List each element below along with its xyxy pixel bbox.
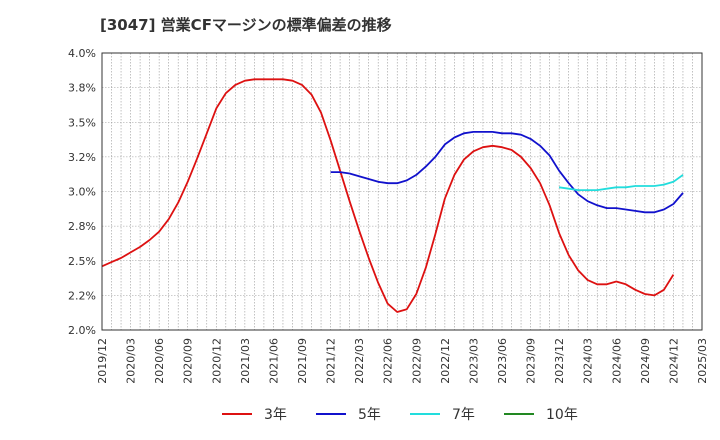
x-tick-label: 2021/12 [325,338,338,384]
y-tick-label: 3.8% [68,82,96,95]
x-tick-label: 2022/06 [382,338,395,384]
x-tick-label: 2024/09 [639,338,652,384]
x-tick-label: 2019/12 [96,338,109,384]
x-tick-label: 2022/09 [410,338,423,384]
y-tick-label: 2.8% [68,220,96,233]
x-tick-label: 2021/03 [239,338,252,384]
x-tick-label: 2022/03 [353,338,366,384]
x-tick-label: 2023/12 [553,338,566,384]
x-tick-label: 2024/06 [610,338,623,384]
x-tick-label: 2022/12 [439,338,452,384]
legend-label: 10年 [546,407,578,423]
chart-title: [3047] 営業CFマージンの標準偏差の推移 [100,16,392,34]
series-line-0 [101,78,675,313]
y-tick-label: 2.2% [68,289,96,302]
x-tick-label: 2020/12 [210,338,223,384]
y-tick-label: 2.0% [68,324,96,337]
legend-label: 3年 [264,407,287,423]
x-tick-label: 2021/09 [296,338,309,384]
x-tick-label: 2024/03 [582,338,595,384]
x-tick-label: 2023/09 [525,338,538,384]
y-tick-label: 3.5% [68,116,96,129]
grid-layer [101,52,703,331]
legend-label: 5年 [358,407,381,423]
x-tick-label: 2025/03 [696,338,709,384]
x-tick-label: 2021/06 [267,338,280,384]
x-tick-label: 2020/03 [125,338,138,384]
series-line-1 [330,131,684,214]
legend: 3年 5年 7年 10年 [222,407,578,423]
y-tick-label: 2.5% [68,255,96,268]
y-tick-label: 3.2% [68,151,96,164]
x-tick-label: 2024/12 [667,338,680,384]
x-tick-label: 2023/03 [467,338,480,384]
x-tick-label: 2023/06 [496,338,509,384]
y-tick-label: 4.0% [68,47,96,60]
legend-label: 7年 [452,407,475,423]
axis-layer: 2.0% 2.2% 2.5% 2.8% 3.0% 3.2% 3.5% 3.8% 4.0% 2019… [68,47,709,384]
series-line-2 [558,174,684,191]
y-tick-label: 3.0% [68,186,96,199]
x-tick-label: 2020/09 [182,338,195,384]
plot-border [101,52,703,331]
x-tick-label: 2020/06 [153,338,166,384]
series-layer [101,78,684,313]
